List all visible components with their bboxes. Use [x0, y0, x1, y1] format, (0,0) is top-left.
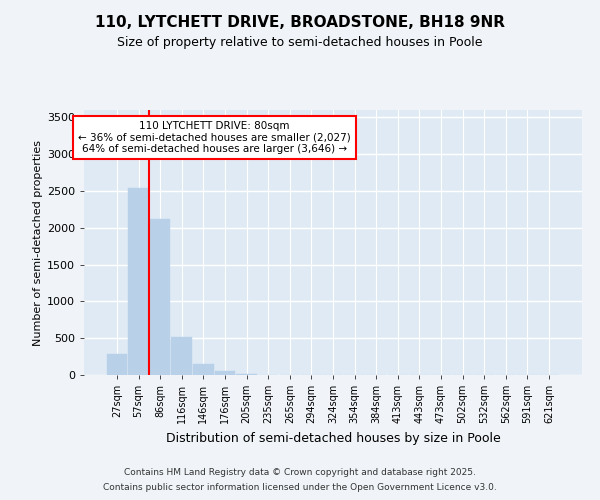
Bar [172, 336, 192, 375]
Bar [128, 188, 149, 375]
Bar [215, 370, 235, 375]
Text: 110 LYTCHETT DRIVE: 80sqm
← 36% of semi-detached houses are smaller (2,027)
64% : 110 LYTCHETT DRIVE: 80sqm ← 36% of semi-… [78, 121, 350, 154]
Y-axis label: Number of semi-detached properties: Number of semi-detached properties [32, 140, 43, 346]
Text: Size of property relative to semi-detached houses in Poole: Size of property relative to semi-detach… [117, 36, 483, 49]
X-axis label: Distribution of semi-detached houses by size in Poole: Distribution of semi-detached houses by … [166, 432, 500, 444]
Text: Contains HM Land Registry data © Crown copyright and database right 2025.: Contains HM Land Registry data © Crown c… [124, 468, 476, 477]
Bar [107, 354, 127, 375]
Text: 110, LYTCHETT DRIVE, BROADSTONE, BH18 9NR: 110, LYTCHETT DRIVE, BROADSTONE, BH18 9N… [95, 15, 505, 30]
Bar [150, 219, 170, 375]
Bar [236, 374, 257, 375]
Text: Contains public sector information licensed under the Open Government Licence v3: Contains public sector information licen… [103, 483, 497, 492]
Bar [193, 364, 214, 375]
